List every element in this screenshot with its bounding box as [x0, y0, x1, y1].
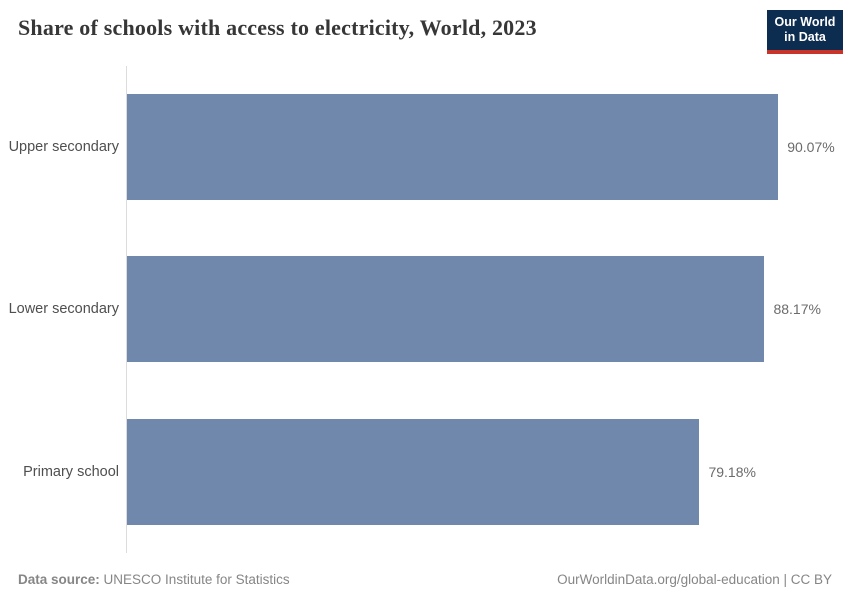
value-label: 79.18%: [708, 463, 756, 480]
chart-footer: Data source: UNESCO Institute for Statis…: [18, 572, 832, 587]
plot-area-row: 88.17%: [126, 228, 850, 391]
chart-header: Share of schools with access to electric…: [0, 0, 850, 66]
bar-lower-secondary[interactable]: [127, 256, 765, 363]
bar-chart: Upper secondary 90.07% Lower secondary 8…: [0, 66, 850, 553]
category-label: Lower secondary: [8, 301, 119, 318]
data-source-label: Data source:: [18, 572, 100, 587]
value-label: 90.07%: [787, 139, 835, 156]
category-label: Primary school: [23, 463, 119, 480]
owid-logo-line1: Our World: [774, 15, 836, 29]
category-label: Upper secondary: [8, 139, 119, 156]
data-source-value: UNESCO Institute for Statistics: [103, 572, 290, 587]
bar-upper-secondary[interactable]: [127, 94, 779, 201]
chart-title: Share of schools with access to electric…: [18, 15, 537, 40]
bar-row-primary-school: Primary school 79.18%: [0, 390, 850, 553]
value-label: 88.17%: [773, 301, 821, 318]
plot-area-row: 90.07%: [126, 66, 850, 229]
owid-logo-line2: in Data: [784, 30, 826, 45]
attribution-link[interactable]: OurWorldinData.org/global-education | CC…: [557, 572, 832, 587]
bar-primary-school[interactable]: [127, 418, 700, 525]
bar-row-upper-secondary: Upper secondary 90.07%: [0, 66, 850, 229]
bar-row-lower-secondary: Lower secondary 88.17%: [0, 228, 850, 391]
owid-logo[interactable]: Our World in Data: [767, 10, 843, 54]
data-source: Data source: UNESCO Institute for Statis…: [18, 572, 290, 587]
plot-area-row: 79.18%: [126, 390, 850, 553]
